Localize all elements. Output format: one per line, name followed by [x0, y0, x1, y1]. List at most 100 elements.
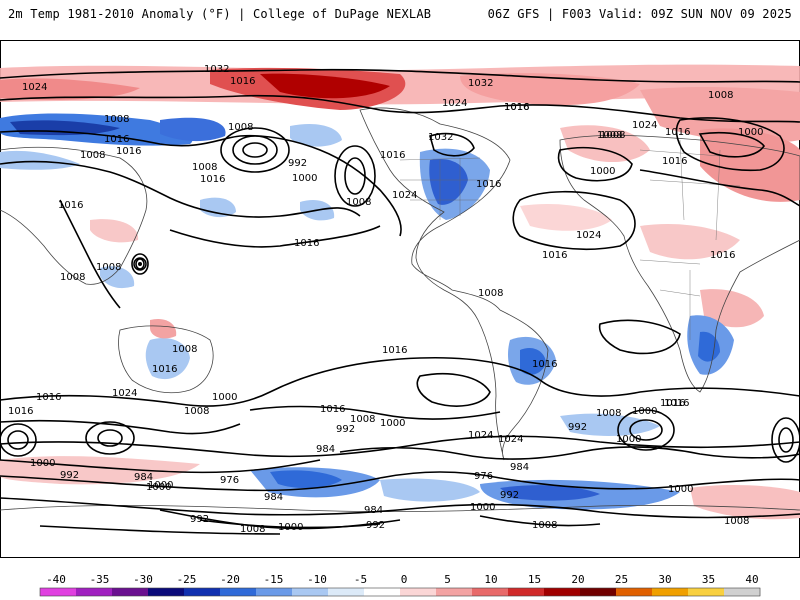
colorbar-swatch — [328, 588, 365, 596]
isobar-label: 1016 — [504, 102, 529, 113]
colorbar-tick-label: 15 — [528, 573, 541, 586]
isobar-label: 1000 — [292, 173, 317, 184]
colorbar-tick-label: -15 — [264, 573, 284, 586]
isobar-label: 1000 — [738, 127, 763, 138]
isobar-label: 1024 — [22, 82, 47, 93]
isobar-label: 1024 — [112, 388, 137, 399]
colorbar-swatch — [184, 588, 221, 596]
map-title: 2m Temp 1981-2010 Anomaly (°F) | College… — [8, 7, 432, 21]
colorbar-swatch — [256, 588, 293, 596]
isobar-label: 976 — [474, 471, 493, 482]
colorbar-tick-label: -10 — [307, 573, 327, 586]
isobar-label: 1016 — [532, 359, 557, 370]
colorbar-tick-label: -5 — [354, 573, 367, 586]
isobar-label: 1000 — [212, 392, 237, 403]
isobar-label: 1000 — [380, 418, 405, 429]
colorbar-swatch — [292, 588, 329, 596]
isobar-label: 984 — [134, 472, 153, 483]
isobar-label: 1000 — [590, 166, 615, 177]
colorbar: -40 -35 -30 -25 -20 -15 -10 -5 0 5 10 15 20 25 30 35 40 — [0, 558, 800, 600]
isobar-label: 1008 — [724, 516, 749, 527]
colorbar-tick-label: 40 — [745, 573, 758, 586]
isobar-label: 1016 — [36, 392, 61, 403]
colorbar-swatch — [40, 588, 77, 596]
isobar-label: 992 — [500, 490, 519, 501]
isobar-label: 1032 — [428, 132, 453, 143]
colorbar-swatch — [616, 588, 653, 596]
isobar-label: 1008 — [708, 90, 733, 101]
isobar-label: 1008 — [600, 130, 625, 141]
isobar-label: 992 — [190, 514, 209, 525]
colorbar-swatch — [112, 588, 149, 596]
isobar-label: 992 — [288, 158, 307, 169]
isobar-label: 992 — [568, 422, 587, 433]
anomaly-shading — [0, 64, 800, 520]
isobar-label: 1008 — [346, 197, 371, 208]
colorbar-swatch — [76, 588, 113, 596]
colorbar-tick-label: -35 — [90, 573, 110, 586]
colorbar-swatch — [436, 588, 473, 596]
colorbar-tick-label: 10 — [484, 573, 497, 586]
isobar-label: 1016 — [382, 345, 407, 356]
isobar-label: 1008 — [228, 122, 253, 133]
colorbar-tick-label: -20 — [220, 573, 240, 586]
isobar-label: 984 — [364, 505, 383, 516]
coastlines — [0, 107, 800, 513]
isobar-label: 1016 — [542, 250, 567, 261]
isobar-label: 984 — [264, 492, 283, 503]
colorbar-tick-label: 5 — [444, 573, 451, 586]
colorbar-tick-label: -30 — [133, 573, 153, 586]
colorbar-swatch — [220, 588, 257, 596]
isobar-label: 1016 — [8, 406, 33, 417]
isobar-label: 1000 — [30, 458, 55, 469]
isobar-label: 1000 — [616, 434, 641, 445]
isobar-label: 1016 — [116, 146, 141, 157]
country-borders — [399, 139, 741, 340]
isobar-label: 1016 — [665, 127, 690, 138]
isobar-label: 992 — [366, 520, 385, 531]
model-run-label: 06Z GFS | F003 Valid: 09Z SUN NOV 09 202… — [487, 7, 792, 21]
isobar-labels: 1032 1016 1032 1024 1008 1024 1008 1016 … — [8, 64, 763, 535]
isobar-label: 1016 — [230, 76, 255, 87]
isobar-label: 1008 — [350, 414, 375, 425]
isobar-label: 1008 — [60, 272, 85, 283]
colorbar-tick-label: 30 — [658, 573, 671, 586]
isobar-label: 1000 — [668, 484, 693, 495]
isobar-label: 1016 — [380, 150, 405, 161]
isobar-label: 1016 — [152, 364, 177, 375]
colorbar-tick-label: 25 — [615, 573, 628, 586]
colorbar-tick-label: -40 — [46, 573, 66, 586]
isobar-label: 992 — [60, 470, 79, 481]
isobar-label: 1008 — [596, 408, 621, 419]
isobar-label: 1000 — [632, 406, 657, 417]
isobar-label: 992 — [336, 424, 355, 435]
isobar-label: 1016 — [200, 174, 225, 185]
colorbar-swatch — [580, 588, 617, 596]
isobar-label: 1024 — [632, 120, 657, 131]
isobar-label: 1016 — [504, 102, 529, 113]
isobar-label: 1000 — [278, 522, 303, 533]
isobar-label: 1016 — [660, 398, 685, 409]
colorbar-tick-label: 35 — [702, 573, 715, 586]
isobar-label: 1008 — [104, 114, 129, 125]
isobar-label: 1024 — [442, 98, 467, 109]
tropical-cyclone-icon — [133, 257, 147, 271]
colorbar-outline — [39, 587, 761, 597]
isobar-label: 976 — [220, 475, 239, 486]
isobar-label: 1000 — [148, 480, 173, 491]
colorbar-swatch — [544, 588, 581, 596]
isobar-label: 1016 — [104, 134, 129, 145]
isobar-label: 1008 — [96, 262, 121, 273]
isobar-label: 1000 — [146, 482, 171, 493]
isobar-label: 1016 — [710, 250, 735, 261]
colorbar-tick-label: 0 — [401, 573, 408, 586]
colorbar-swatch — [400, 588, 437, 596]
isobar-label: 984 — [316, 444, 335, 455]
isobar-label: 1008 — [240, 524, 265, 535]
isobar-label: 1016 — [58, 200, 83, 211]
isobar-label: 1016 — [476, 179, 501, 190]
isobar-label: 1008 — [184, 406, 209, 417]
colorbar-swatch — [508, 588, 545, 596]
colorbar-swatch — [472, 588, 509, 596]
isobar-label: 1008 — [172, 344, 197, 355]
